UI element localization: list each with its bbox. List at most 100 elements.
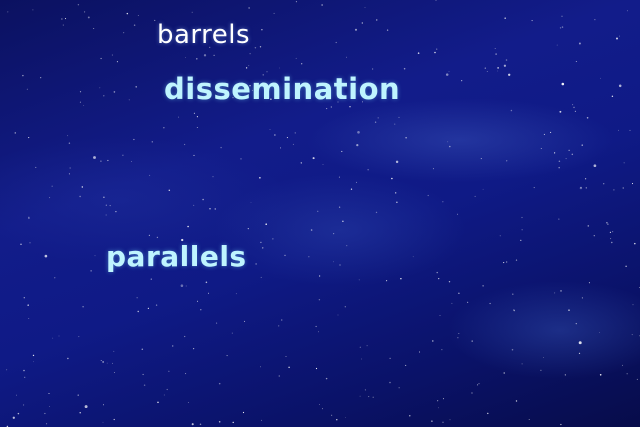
- star: [521, 229, 523, 231]
- star: [333, 233, 335, 235]
- star: [515, 259, 518, 261]
- star: [362, 101, 363, 103]
- star: [166, 388, 168, 391]
- star: [575, 61, 577, 63]
- star: [503, 262, 505, 264]
- overlay-word-dissemination: dissemination: [164, 72, 401, 106]
- star: [312, 157, 315, 160]
- star: [366, 345, 368, 347]
- star: [618, 129, 619, 131]
- star: [386, 29, 389, 31]
- star: [113, 91, 116, 93]
- star: [361, 358, 363, 360]
- star: [610, 238, 612, 240]
- star: [506, 160, 508, 162]
- star: [26, 88, 28, 90]
- star: [565, 158, 567, 160]
- star: [209, 208, 211, 210]
- star: [275, 86, 277, 88]
- star: [554, 152, 556, 154]
- star: [461, 80, 463, 82]
- star: [83, 105, 85, 106]
- star: [439, 315, 441, 316]
- star: [606, 222, 608, 224]
- star: [568, 309, 570, 311]
- star: [232, 97, 234, 99]
- star: [346, 245, 348, 247]
- star: [478, 383, 480, 385]
- star: [77, 3, 80, 6]
- star: [623, 162, 625, 164]
- star: [82, 305, 84, 308]
- star: [521, 363, 523, 365]
- star: [259, 177, 261, 179]
- star: [629, 129, 631, 131]
- star: [515, 400, 518, 402]
- star: [438, 277, 440, 280]
- star: [77, 394, 79, 396]
- star: [192, 245, 194, 248]
- star: [619, 35, 620, 37]
- star: [79, 101, 81, 103]
- star: [150, 278, 152, 280]
- star: [136, 297, 138, 299]
- star: [278, 325, 280, 327]
- star: [364, 7, 366, 8]
- star: [137, 310, 139, 313]
- star: [560, 423, 562, 426]
- star: [495, 53, 497, 55]
- star: [248, 65, 250, 67]
- star: [163, 394, 165, 396]
- star: [405, 364, 407, 366]
- star: [187, 402, 189, 404]
- star: [111, 54, 113, 56]
- star: [317, 210, 319, 212]
- star: [578, 352, 581, 355]
- star: [482, 188, 484, 190]
- star: [359, 395, 361, 397]
- star: [497, 67, 499, 69]
- star: [122, 154, 124, 156]
- star: [111, 269, 113, 271]
- star: [69, 167, 71, 169]
- star: [114, 372, 115, 373]
- star: [531, 20, 533, 22]
- star: [477, 384, 479, 386]
- star: [181, 238, 184, 242]
- star: [68, 173, 70, 175]
- star: [431, 420, 433, 422]
- star: [79, 91, 82, 93]
- star: [554, 292, 556, 294]
- star: [543, 133, 545, 135]
- star: [636, 378, 638, 380]
- star: [67, 135, 69, 137]
- star: [203, 54, 207, 57]
- star: [274, 134, 276, 136]
- star: [78, 336, 80, 338]
- star: [457, 337, 459, 339]
- star: [183, 143, 186, 146]
- star: [434, 51, 436, 54]
- star: [449, 145, 451, 148]
- star: [242, 411, 245, 414]
- star: [142, 373, 144, 376]
- star: [247, 228, 249, 230]
- star: [106, 362, 108, 364]
- star: [533, 187, 535, 189]
- star: [266, 71, 268, 73]
- star: [28, 217, 30, 220]
- star: [196, 300, 199, 302]
- star: [339, 264, 341, 266]
- star: [231, 332, 233, 334]
- star: [622, 364, 623, 366]
- star: [458, 292, 460, 295]
- star: [427, 194, 429, 197]
- star: [376, 19, 378, 21]
- star: [322, 164, 324, 166]
- star: [594, 19, 596, 21]
- star: [94, 255, 96, 257]
- star: [315, 367, 318, 370]
- star: [133, 24, 136, 26]
- star: [622, 187, 624, 189]
